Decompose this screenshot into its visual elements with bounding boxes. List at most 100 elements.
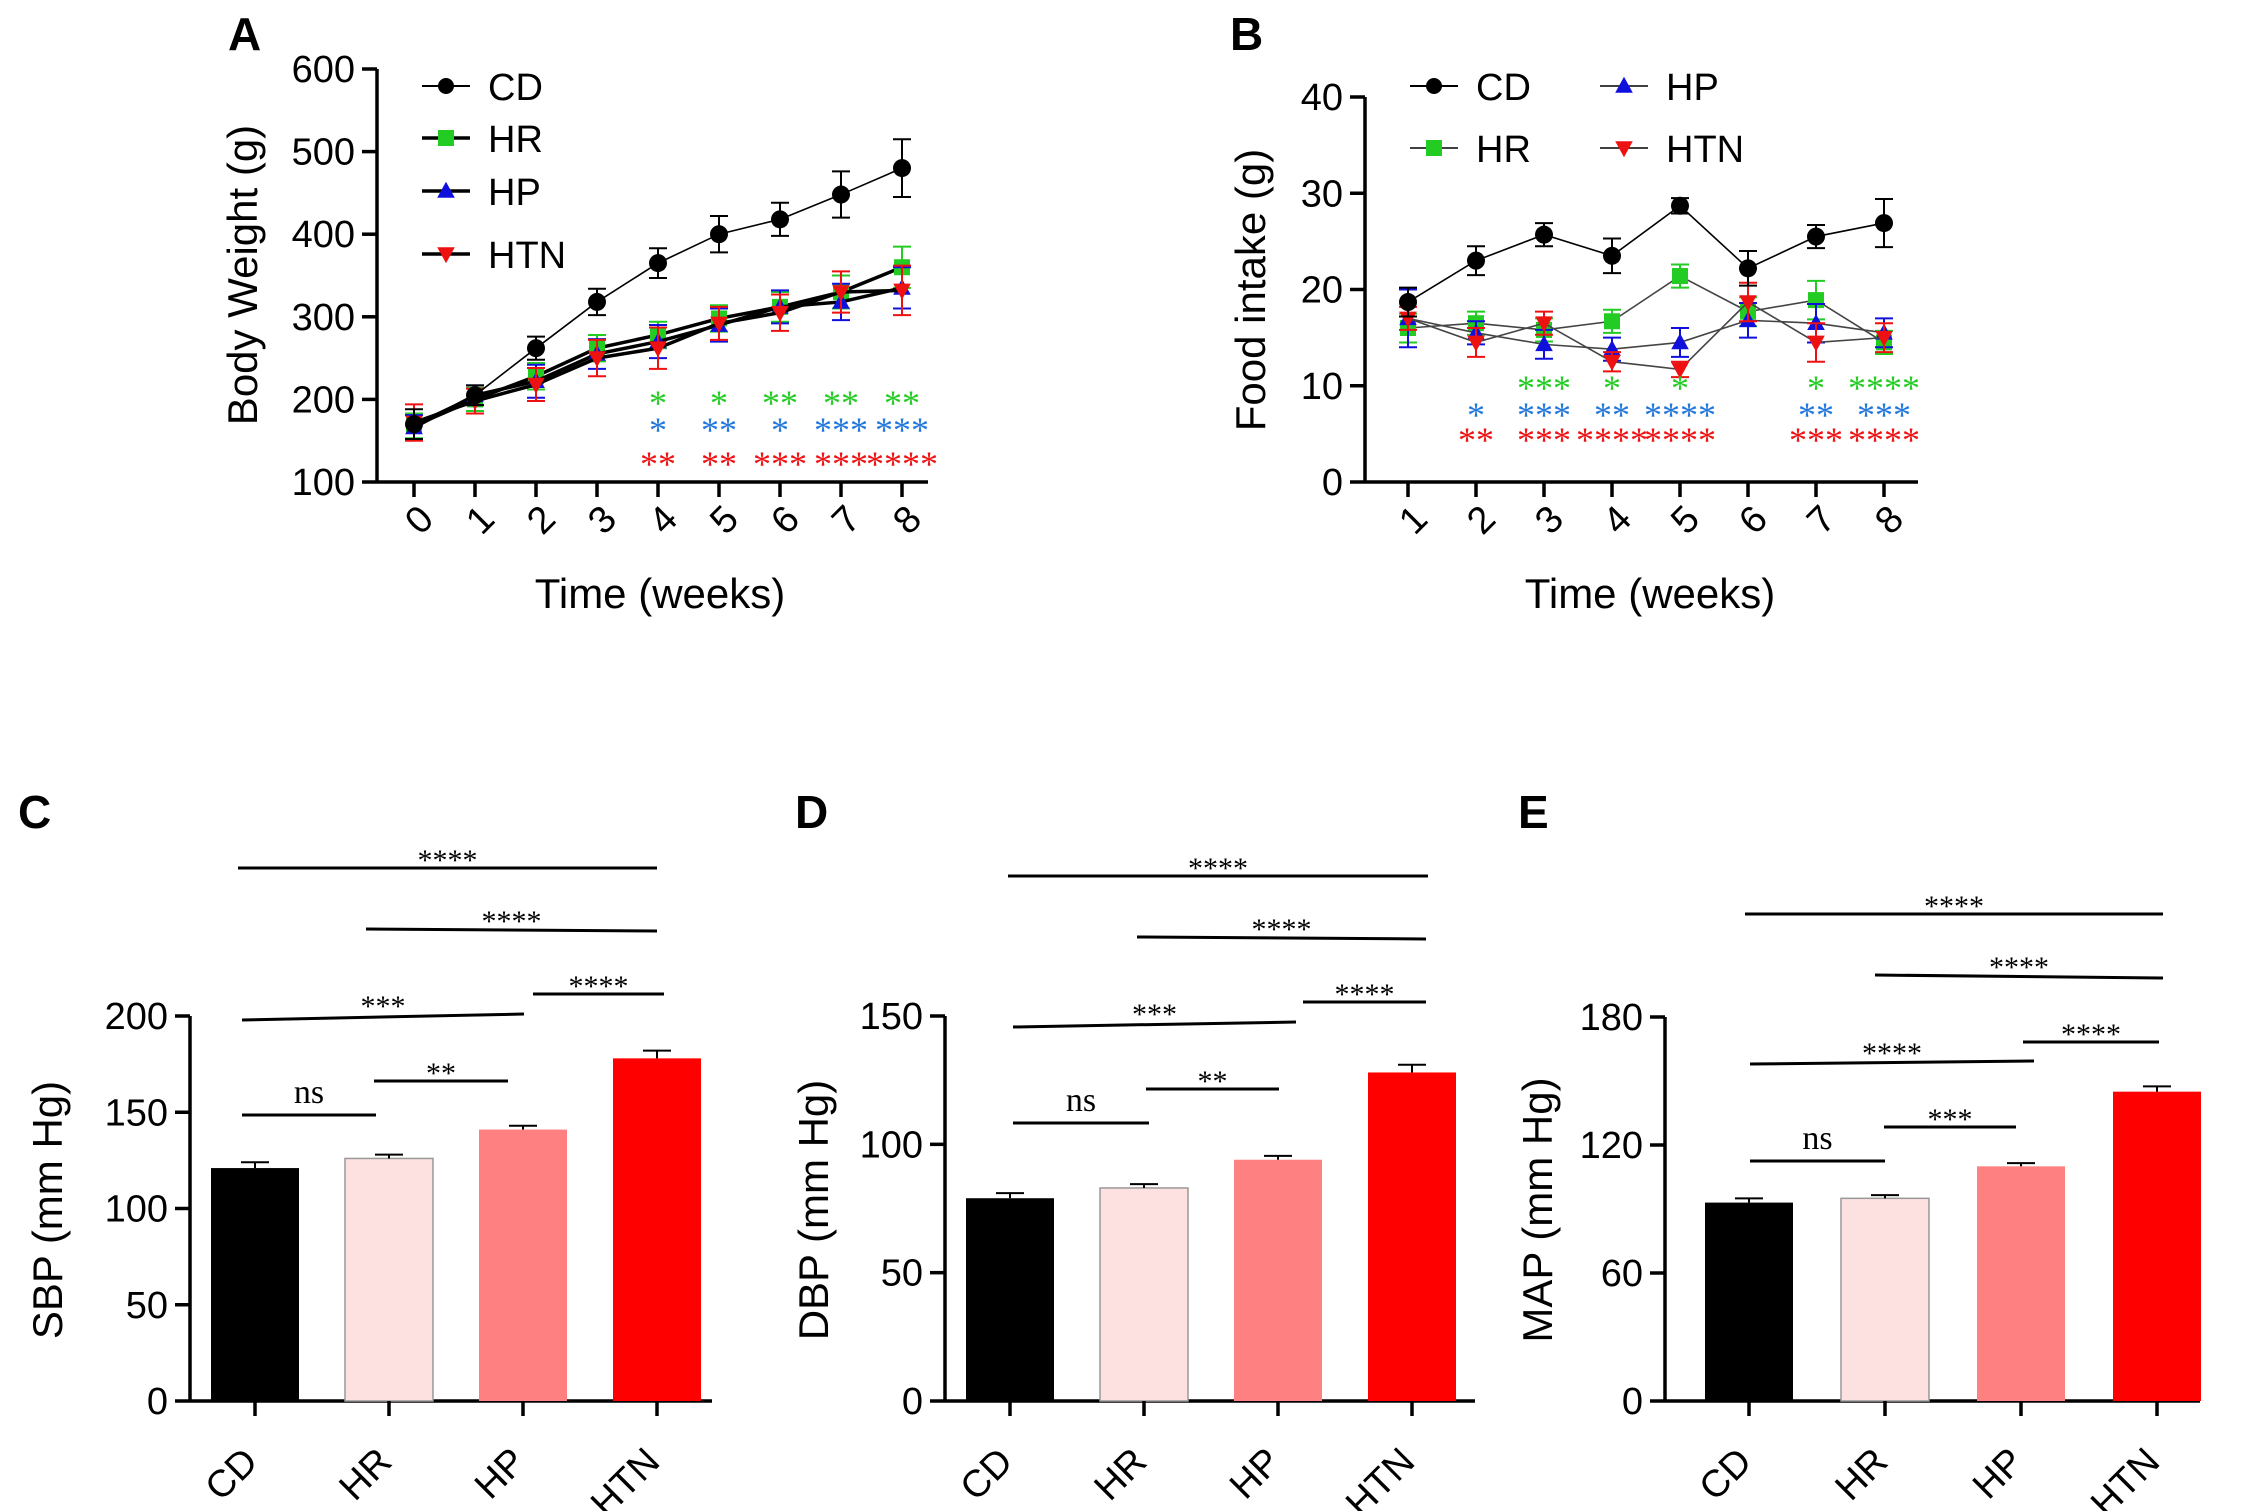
comparison-label-E: **** (1989, 951, 2049, 984)
legend-marker-A-HR (438, 130, 454, 146)
bar-C-HTN (613, 1058, 701, 1401)
y-tick-label-A: 600 (292, 49, 355, 91)
x-tick-label-B: 3 (1527, 498, 1572, 543)
y-tick-label-C: 0 (147, 1381, 168, 1423)
series-line-B-CD (1407, 204, 1885, 303)
legend-label-B-HTN: HTN (1666, 129, 1744, 171)
point-B-CD (1467, 251, 1485, 270)
point-B-CD (1739, 259, 1757, 278)
y-tick-label-E: 120 (1580, 1125, 1643, 1167)
point-A-HTN (649, 341, 667, 358)
legend-label-A-HR: HR (488, 119, 543, 161)
significance-blue-B: *** (1857, 395, 1911, 435)
comparison-label-E: ns (1802, 1120, 1832, 1157)
point-A-CD (466, 386, 484, 405)
x-tick-label-C-HP: HP (467, 1440, 534, 1507)
bar-D-CD (966, 1198, 1054, 1401)
y-tick-label-E: 60 (1601, 1253, 1643, 1295)
y-axis-title-A: Body Weight (g) (219, 125, 266, 425)
point-B-HP (1671, 333, 1689, 350)
x-tick-label-E-HR: HR (1828, 1440, 1897, 1509)
point-A-CD (588, 292, 606, 311)
x-axis-title-B: Time (weeks) (1525, 570, 1775, 617)
significance-red-A: *** (753, 444, 807, 484)
x-tick-label-B: 7 (1799, 498, 1844, 543)
significance-blue-A: * (771, 410, 789, 450)
significance-blue-A: * (649, 410, 667, 450)
x-tick-label-C-CD: CD (198, 1440, 267, 1509)
comparison-label-E: *** (1928, 1103, 1973, 1136)
comparison-label-E: **** (2061, 1018, 2121, 1051)
x-tick-label-A: 3 (580, 498, 625, 543)
legend-label-A-HP: HP (488, 172, 541, 214)
significance-green-B: * (1807, 368, 1825, 408)
comparison-line-D (1136, 935, 1427, 941)
point-B-HTN (1671, 362, 1689, 379)
significance-blue-A: *** (875, 410, 929, 450)
bar-D-HTN (1368, 1072, 1456, 1401)
bar-E-HR (1840, 1197, 1930, 1402)
comparison-line-E (1749, 1059, 2035, 1066)
y-tick-label-B: 20 (1301, 270, 1343, 312)
legend-marker-A-HP (437, 181, 455, 198)
y-tick-label-A: 400 (292, 214, 355, 256)
panel-label-E: E (1518, 786, 1549, 838)
point-B-CD (1535, 225, 1553, 244)
y-tick-label-D: 150 (860, 996, 923, 1038)
comparison-label-D: ns (1066, 1082, 1096, 1119)
significance-red-B: **** (1848, 420, 1920, 460)
legend-label-B-HR: HR (1476, 129, 1531, 171)
significance-blue-A: *** (814, 410, 868, 450)
point-A-CD (405, 415, 423, 434)
x-tick-label-B: 5 (1663, 498, 1708, 543)
x-tick-label-D-CD: CD (953, 1440, 1022, 1509)
x-tick-label-E-HTN: HTN (2083, 1440, 2168, 1511)
significance-green-A: * (649, 383, 667, 423)
point-A-CD (710, 225, 728, 244)
point-B-CD (1603, 246, 1621, 265)
point-B-HTN (1807, 335, 1825, 352)
x-tick-label-C-HTN: HTN (583, 1440, 668, 1511)
point-A-HTN (771, 305, 789, 322)
x-tick-label-C-HR: HR (332, 1440, 401, 1509)
y-tick-label-A: 200 (292, 379, 355, 421)
panel-label-A: A (228, 8, 261, 60)
legend-marker-B-HTN (1615, 141, 1633, 158)
point-B-HR (1604, 313, 1620, 330)
comparison-label-C: **** (482, 905, 542, 938)
comparison-label-E: **** (1862, 1037, 1922, 1070)
y-tick-label-D: 100 (860, 1124, 923, 1166)
y-tick-label-C: 150 (105, 1092, 168, 1134)
significance-green-A: ** (762, 383, 798, 423)
significance-red-B: *** (1517, 420, 1571, 460)
x-tick-label-D-HP: HP (1222, 1440, 1289, 1507)
comparison-label-C: **** (418, 844, 478, 877)
comparison-label-D: **** (1188, 852, 1248, 885)
x-tick-label-A: 6 (763, 498, 808, 543)
bar-C-CD (211, 1168, 299, 1401)
panel-label-D: D (795, 786, 828, 838)
comparison-line-C (241, 1012, 525, 1022)
y-tick-label-B: 30 (1301, 173, 1343, 215)
bar-D-HP (1234, 1159, 1322, 1401)
x-tick-label-B: 8 (1867, 498, 1912, 543)
legend-marker-B-CD (1426, 78, 1442, 94)
point-B-HR (1672, 268, 1688, 285)
significance-green-A: * (710, 383, 728, 423)
y-axis-title-B: Food intake (g) (1227, 149, 1274, 431)
bar-E-HP (1977, 1166, 2065, 1401)
significance-green-B: * (1603, 368, 1621, 408)
point-B-HTN (1603, 354, 1621, 371)
comparison-label-E: **** (1924, 890, 1984, 923)
x-tick-label-D-HR: HR (1087, 1440, 1156, 1509)
significance-green-B: * (1671, 368, 1689, 408)
point-A-HTN (832, 285, 850, 302)
significance-blue-B: ** (1798, 395, 1834, 435)
point-B-HTN (1467, 335, 1485, 352)
bar-C-HR (344, 1157, 434, 1402)
point-A-HTN (588, 351, 606, 368)
x-tick-label-A: 7 (824, 498, 869, 543)
significance-red-B: **** (1644, 420, 1716, 460)
bar-E-CD (1705, 1202, 1793, 1401)
